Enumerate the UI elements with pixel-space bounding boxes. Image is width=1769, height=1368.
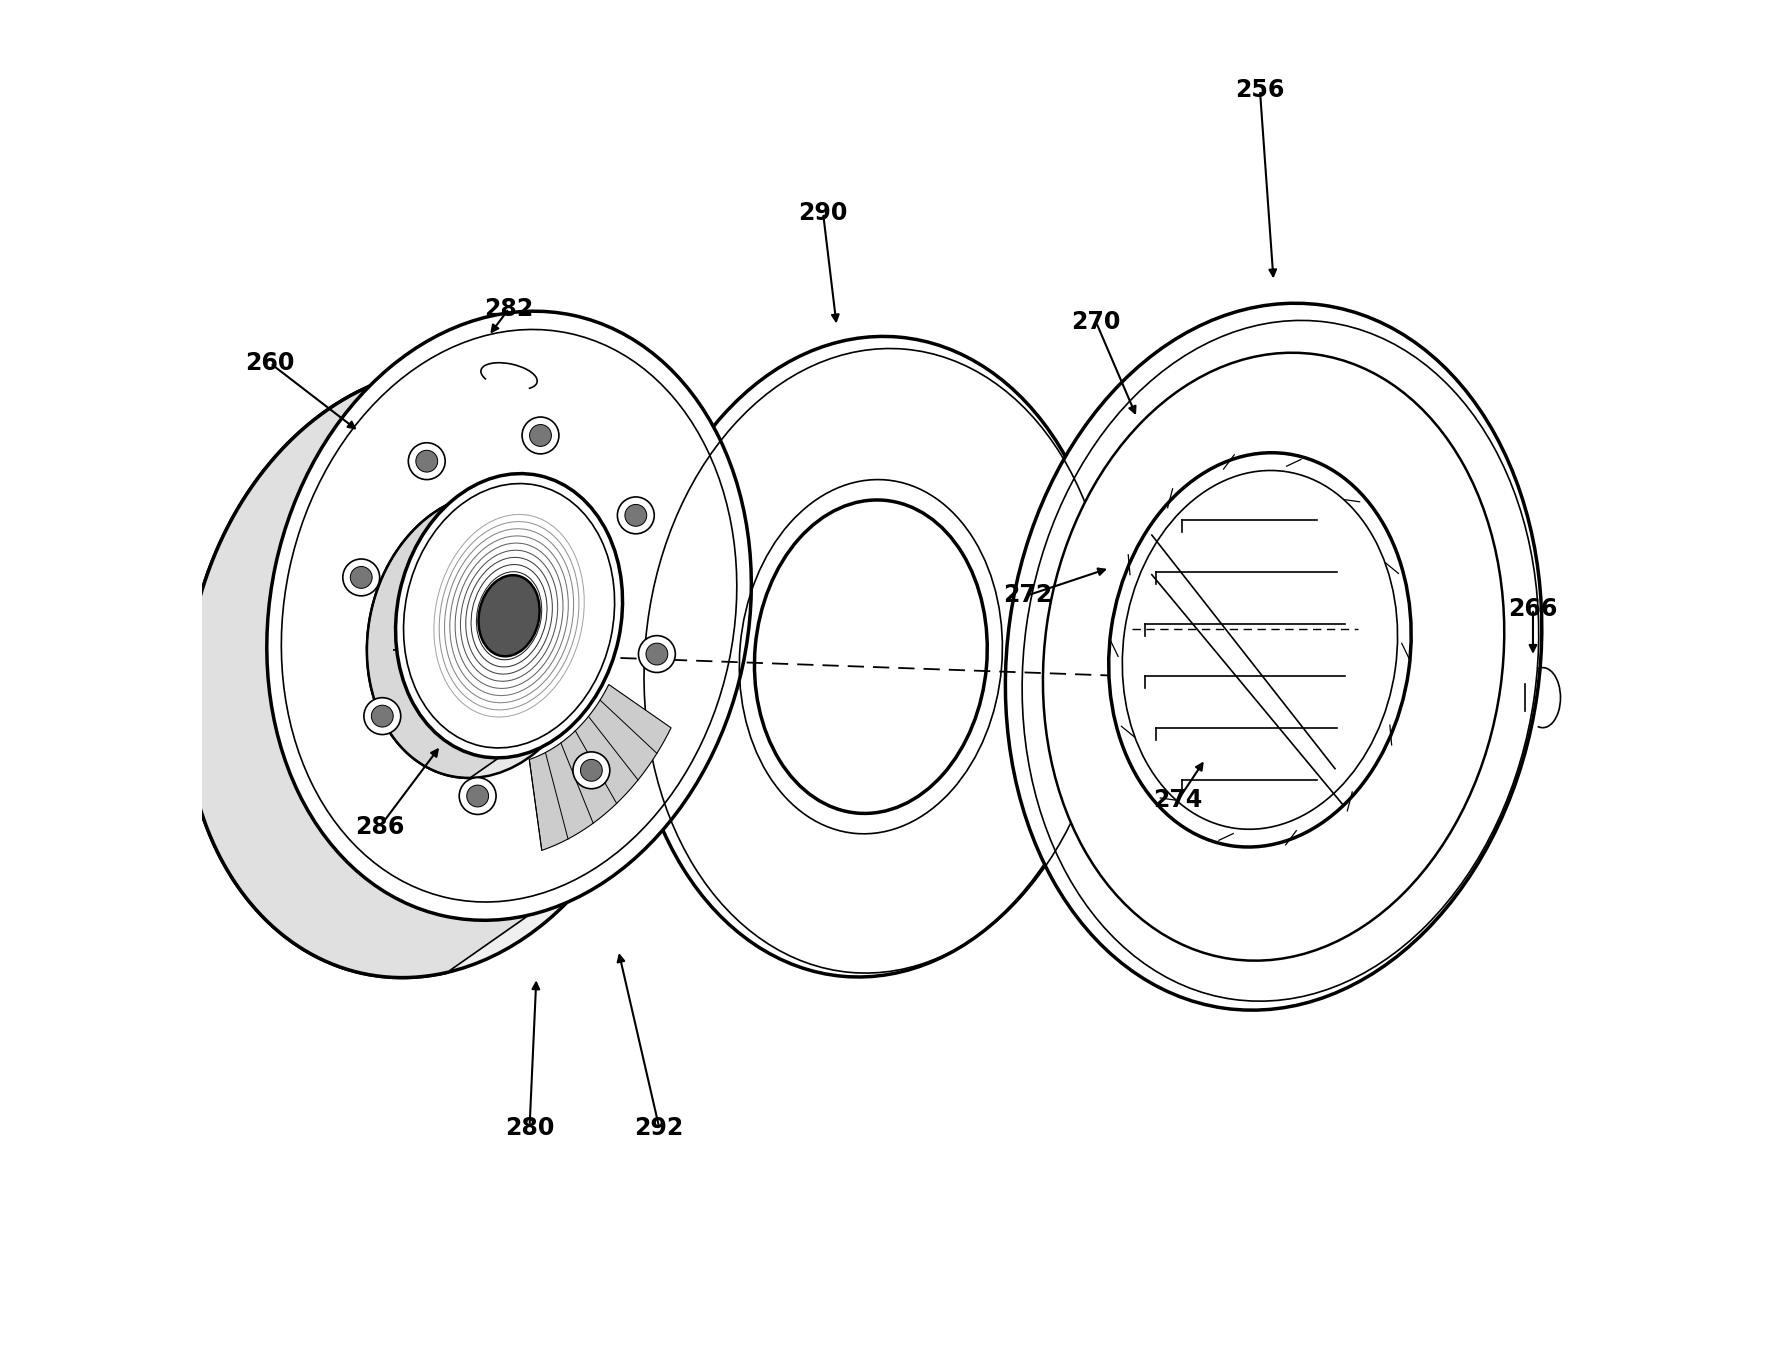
Ellipse shape bbox=[632, 337, 1111, 977]
Ellipse shape bbox=[529, 424, 552, 446]
Ellipse shape bbox=[409, 443, 446, 480]
Text: 260: 260 bbox=[246, 352, 295, 375]
Ellipse shape bbox=[580, 759, 601, 781]
Text: 292: 292 bbox=[635, 1116, 685, 1140]
Polygon shape bbox=[186, 311, 649, 978]
Text: 282: 282 bbox=[485, 297, 534, 320]
Polygon shape bbox=[529, 684, 670, 851]
Ellipse shape bbox=[267, 311, 752, 921]
Ellipse shape bbox=[364, 698, 402, 735]
Polygon shape bbox=[366, 473, 557, 778]
Ellipse shape bbox=[467, 785, 488, 807]
Ellipse shape bbox=[478, 575, 540, 657]
Ellipse shape bbox=[624, 505, 647, 527]
Text: 290: 290 bbox=[798, 201, 847, 224]
Text: 280: 280 bbox=[504, 1116, 554, 1140]
Ellipse shape bbox=[371, 705, 393, 726]
Ellipse shape bbox=[646, 643, 669, 665]
Text: 274: 274 bbox=[1153, 788, 1203, 813]
Ellipse shape bbox=[522, 417, 559, 454]
Ellipse shape bbox=[350, 566, 371, 588]
Ellipse shape bbox=[1109, 453, 1412, 847]
Ellipse shape bbox=[573, 752, 610, 789]
Ellipse shape bbox=[343, 560, 380, 596]
Text: 266: 266 bbox=[1509, 596, 1558, 621]
Ellipse shape bbox=[186, 368, 669, 978]
Ellipse shape bbox=[460, 777, 495, 814]
Ellipse shape bbox=[617, 497, 655, 534]
Text: 270: 270 bbox=[1072, 311, 1122, 334]
Ellipse shape bbox=[639, 636, 676, 673]
Ellipse shape bbox=[1044, 353, 1504, 960]
Ellipse shape bbox=[754, 499, 987, 814]
Text: 256: 256 bbox=[1235, 78, 1284, 103]
Text: 272: 272 bbox=[1003, 583, 1053, 607]
Ellipse shape bbox=[396, 473, 623, 758]
Ellipse shape bbox=[1005, 304, 1543, 1010]
Ellipse shape bbox=[416, 450, 437, 472]
Text: 286: 286 bbox=[354, 815, 403, 840]
Ellipse shape bbox=[366, 494, 594, 778]
